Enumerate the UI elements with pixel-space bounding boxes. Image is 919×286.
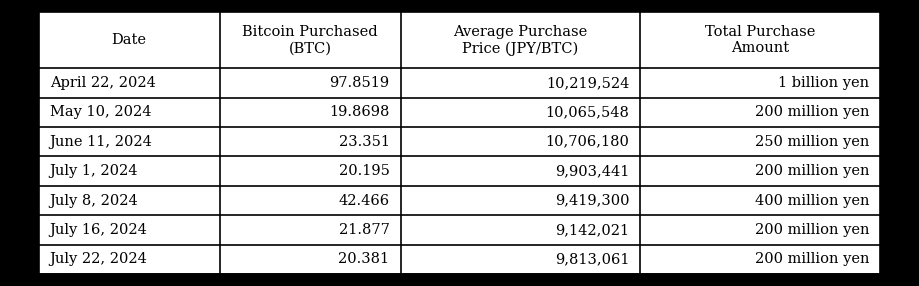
Text: 97.8519: 97.8519 (329, 76, 390, 90)
Text: 10,706,180: 10,706,180 (546, 135, 630, 149)
Text: July 16, 2024: July 16, 2024 (50, 223, 148, 237)
Text: 9,142,021: 9,142,021 (555, 223, 630, 237)
Text: June 11, 2024: June 11, 2024 (50, 135, 153, 149)
Text: 21.877: 21.877 (339, 223, 390, 237)
Text: 9,419,300: 9,419,300 (555, 194, 630, 208)
Text: 200 million yen: 200 million yen (754, 223, 869, 237)
Text: 10,065,548: 10,065,548 (546, 106, 630, 119)
Text: 400 million yen: 400 million yen (754, 194, 869, 208)
Text: 42.466: 42.466 (338, 194, 390, 208)
Text: 20.381: 20.381 (338, 252, 390, 266)
Text: 200 million yen: 200 million yen (754, 106, 869, 119)
Text: Date: Date (111, 33, 147, 47)
Text: 10,219,524: 10,219,524 (546, 76, 630, 90)
Text: 23.351: 23.351 (338, 135, 390, 149)
Text: Total Purchase
Amount: Total Purchase Amount (705, 25, 816, 55)
Text: July 22, 2024: July 22, 2024 (50, 252, 148, 266)
Text: 19.8698: 19.8698 (329, 106, 390, 119)
Text: May 10, 2024: May 10, 2024 (50, 106, 151, 119)
Text: 200 million yen: 200 million yen (754, 252, 869, 266)
Text: Bitcoin Purchased
(BTC): Bitcoin Purchased (BTC) (243, 25, 378, 55)
Text: April 22, 2024: April 22, 2024 (50, 76, 155, 90)
Text: July 1, 2024: July 1, 2024 (50, 164, 138, 178)
Text: July 8, 2024: July 8, 2024 (50, 194, 139, 208)
Text: 250 million yen: 250 million yen (755, 135, 869, 149)
Text: 1 billion yen: 1 billion yen (778, 76, 869, 90)
Text: 200 million yen: 200 million yen (754, 164, 869, 178)
Text: 20.195: 20.195 (339, 164, 390, 178)
Text: Average Purchase
Price (JPY/BTC): Average Purchase Price (JPY/BTC) (453, 25, 587, 55)
Text: 9,813,061: 9,813,061 (555, 252, 630, 266)
Text: 9,903,441: 9,903,441 (555, 164, 630, 178)
